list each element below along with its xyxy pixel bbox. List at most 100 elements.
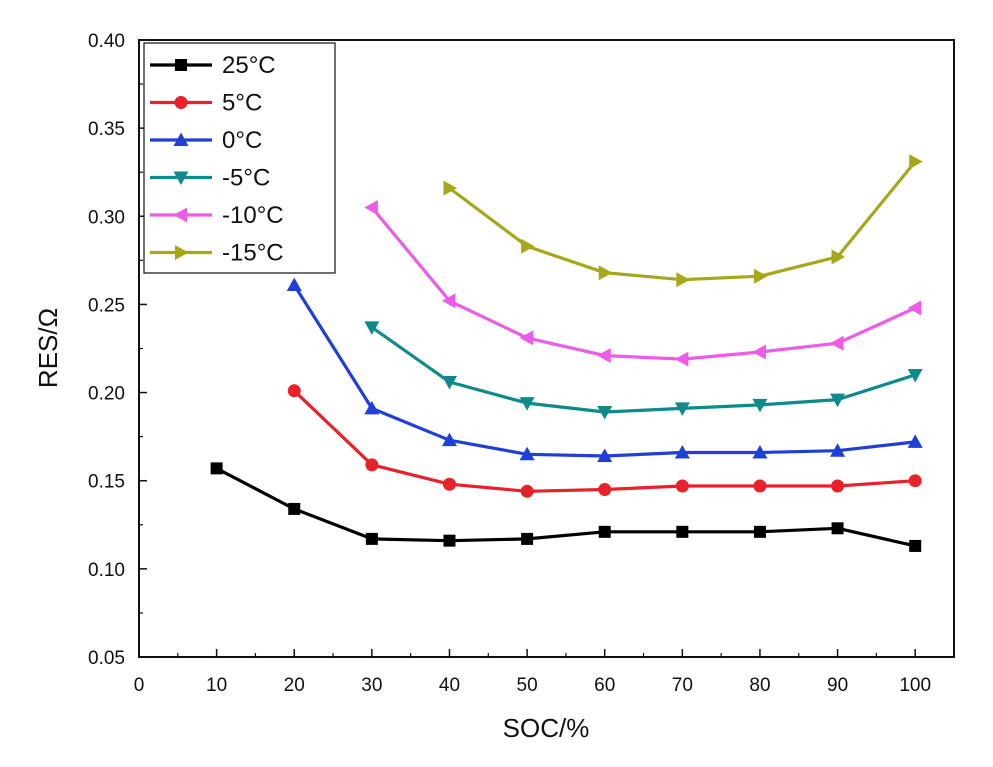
data-point: [175, 59, 187, 71]
x-tick-label: 50: [517, 675, 538, 696]
data-point: [173, 132, 189, 146]
legend-label: -5°C: [222, 165, 270, 192]
data-point: [830, 443, 846, 457]
legend-label: -15°C: [222, 240, 284, 267]
y-tick-label: 0.10: [88, 560, 125, 581]
data-point: [753, 479, 767, 493]
data-point: [173, 171, 189, 185]
series-layer: [210, 154, 923, 552]
data-point: [287, 384, 301, 398]
data-point: [173, 207, 187, 223]
y-tick-label: 0.15: [88, 472, 125, 493]
data-point: [597, 348, 611, 364]
legend-box: [143, 42, 336, 274]
y-tick-label: 0.05: [88, 648, 125, 669]
x-tick-label: 100: [899, 675, 931, 696]
series-line: [448, 160, 917, 282]
data-point: [210, 462, 223, 475]
series-1: [287, 384, 922, 498]
y-tick-label: 0.20: [88, 384, 125, 405]
data-point: [675, 479, 689, 493]
y-tick-label: 0.35: [88, 119, 125, 140]
data-point: [598, 265, 613, 281]
data-point: [753, 525, 766, 538]
data-point: [441, 375, 457, 390]
data-point: [831, 479, 845, 493]
y-tick-label: 0.25: [88, 295, 125, 316]
data-point: [288, 502, 301, 515]
legend-label: 0°C: [222, 127, 262, 154]
x-axis: 0 10 20 30 40 50 60 70 80 90 100: [134, 649, 931, 696]
data-point: [443, 534, 456, 547]
y-tick-label: 0.30: [88, 207, 125, 228]
data-point: [519, 446, 535, 461]
data-point: [752, 398, 768, 413]
data-point: [286, 277, 302, 292]
series-5: [443, 154, 923, 288]
data-point: [364, 321, 380, 335]
x-tick-label: 60: [594, 675, 615, 696]
data-point: [174, 96, 188, 109]
series-3: [364, 321, 923, 420]
data-point: [441, 293, 456, 309]
series-line: [292, 284, 916, 458]
data-point: [175, 245, 189, 260]
data-point: [907, 300, 922, 316]
data-point: [364, 400, 380, 415]
x-tick-label: 0: [134, 675, 145, 696]
data-point: [909, 154, 923, 170]
data-point: [519, 397, 535, 411]
x-axis-title: SOC/%: [503, 713, 590, 743]
data-point: [676, 525, 689, 538]
series-4: [364, 199, 922, 367]
data-point: [907, 434, 923, 448]
data-point: [443, 180, 457, 196]
series-line: [215, 466, 916, 548]
data-point: [441, 432, 457, 447]
legend: 25°C 5°C 0°C -5°C -10°C -15°C: [143, 42, 336, 274]
data-point: [830, 393, 846, 408]
data-point: [674, 351, 689, 367]
data-point: [907, 368, 923, 383]
data-point: [830, 335, 844, 351]
x-tick-label: 80: [749, 675, 770, 696]
x-tick-label: 40: [439, 675, 460, 696]
data-point: [753, 268, 768, 284]
data-point: [365, 458, 379, 472]
series-line: [370, 325, 916, 414]
data-point: [598, 483, 612, 497]
data-point: [597, 448, 613, 463]
data-point: [831, 522, 844, 535]
data-point: [676, 272, 690, 288]
data-point: [674, 445, 690, 459]
data-point: [364, 199, 378, 215]
x-tick-label: 90: [827, 675, 848, 696]
x-tick-label: 70: [672, 675, 693, 696]
data-point: [442, 477, 456, 491]
series-line: [370, 206, 916, 361]
series-line: [293, 389, 916, 493]
data-point: [831, 249, 846, 265]
data-point: [365, 532, 378, 545]
data-point: [908, 474, 922, 488]
x-tick-label: 20: [284, 675, 305, 696]
data-point: [520, 484, 534, 498]
series-0: [210, 462, 922, 552]
legend-label: 25°C: [222, 52, 276, 79]
x-tick-label: 30: [361, 675, 382, 696]
data-point: [521, 238, 535, 254]
data-point: [597, 405, 613, 420]
data-point: [519, 330, 534, 346]
data-point: [674, 402, 690, 416]
data-point: [752, 445, 768, 459]
data-point: [752, 344, 766, 360]
legend-label: -10°C: [222, 202, 284, 229]
data-point: [598, 525, 611, 538]
legend-label: 5°C: [222, 90, 262, 117]
y-tick-label: 0.40: [88, 31, 125, 52]
y-axis: 0.05 0.10 0.15 0.20 0.25 0.30 0.35 0.40: [88, 31, 147, 669]
series-2: [286, 277, 923, 463]
data-point: [909, 539, 922, 552]
y-axis-title: RES/Ω: [33, 308, 63, 388]
